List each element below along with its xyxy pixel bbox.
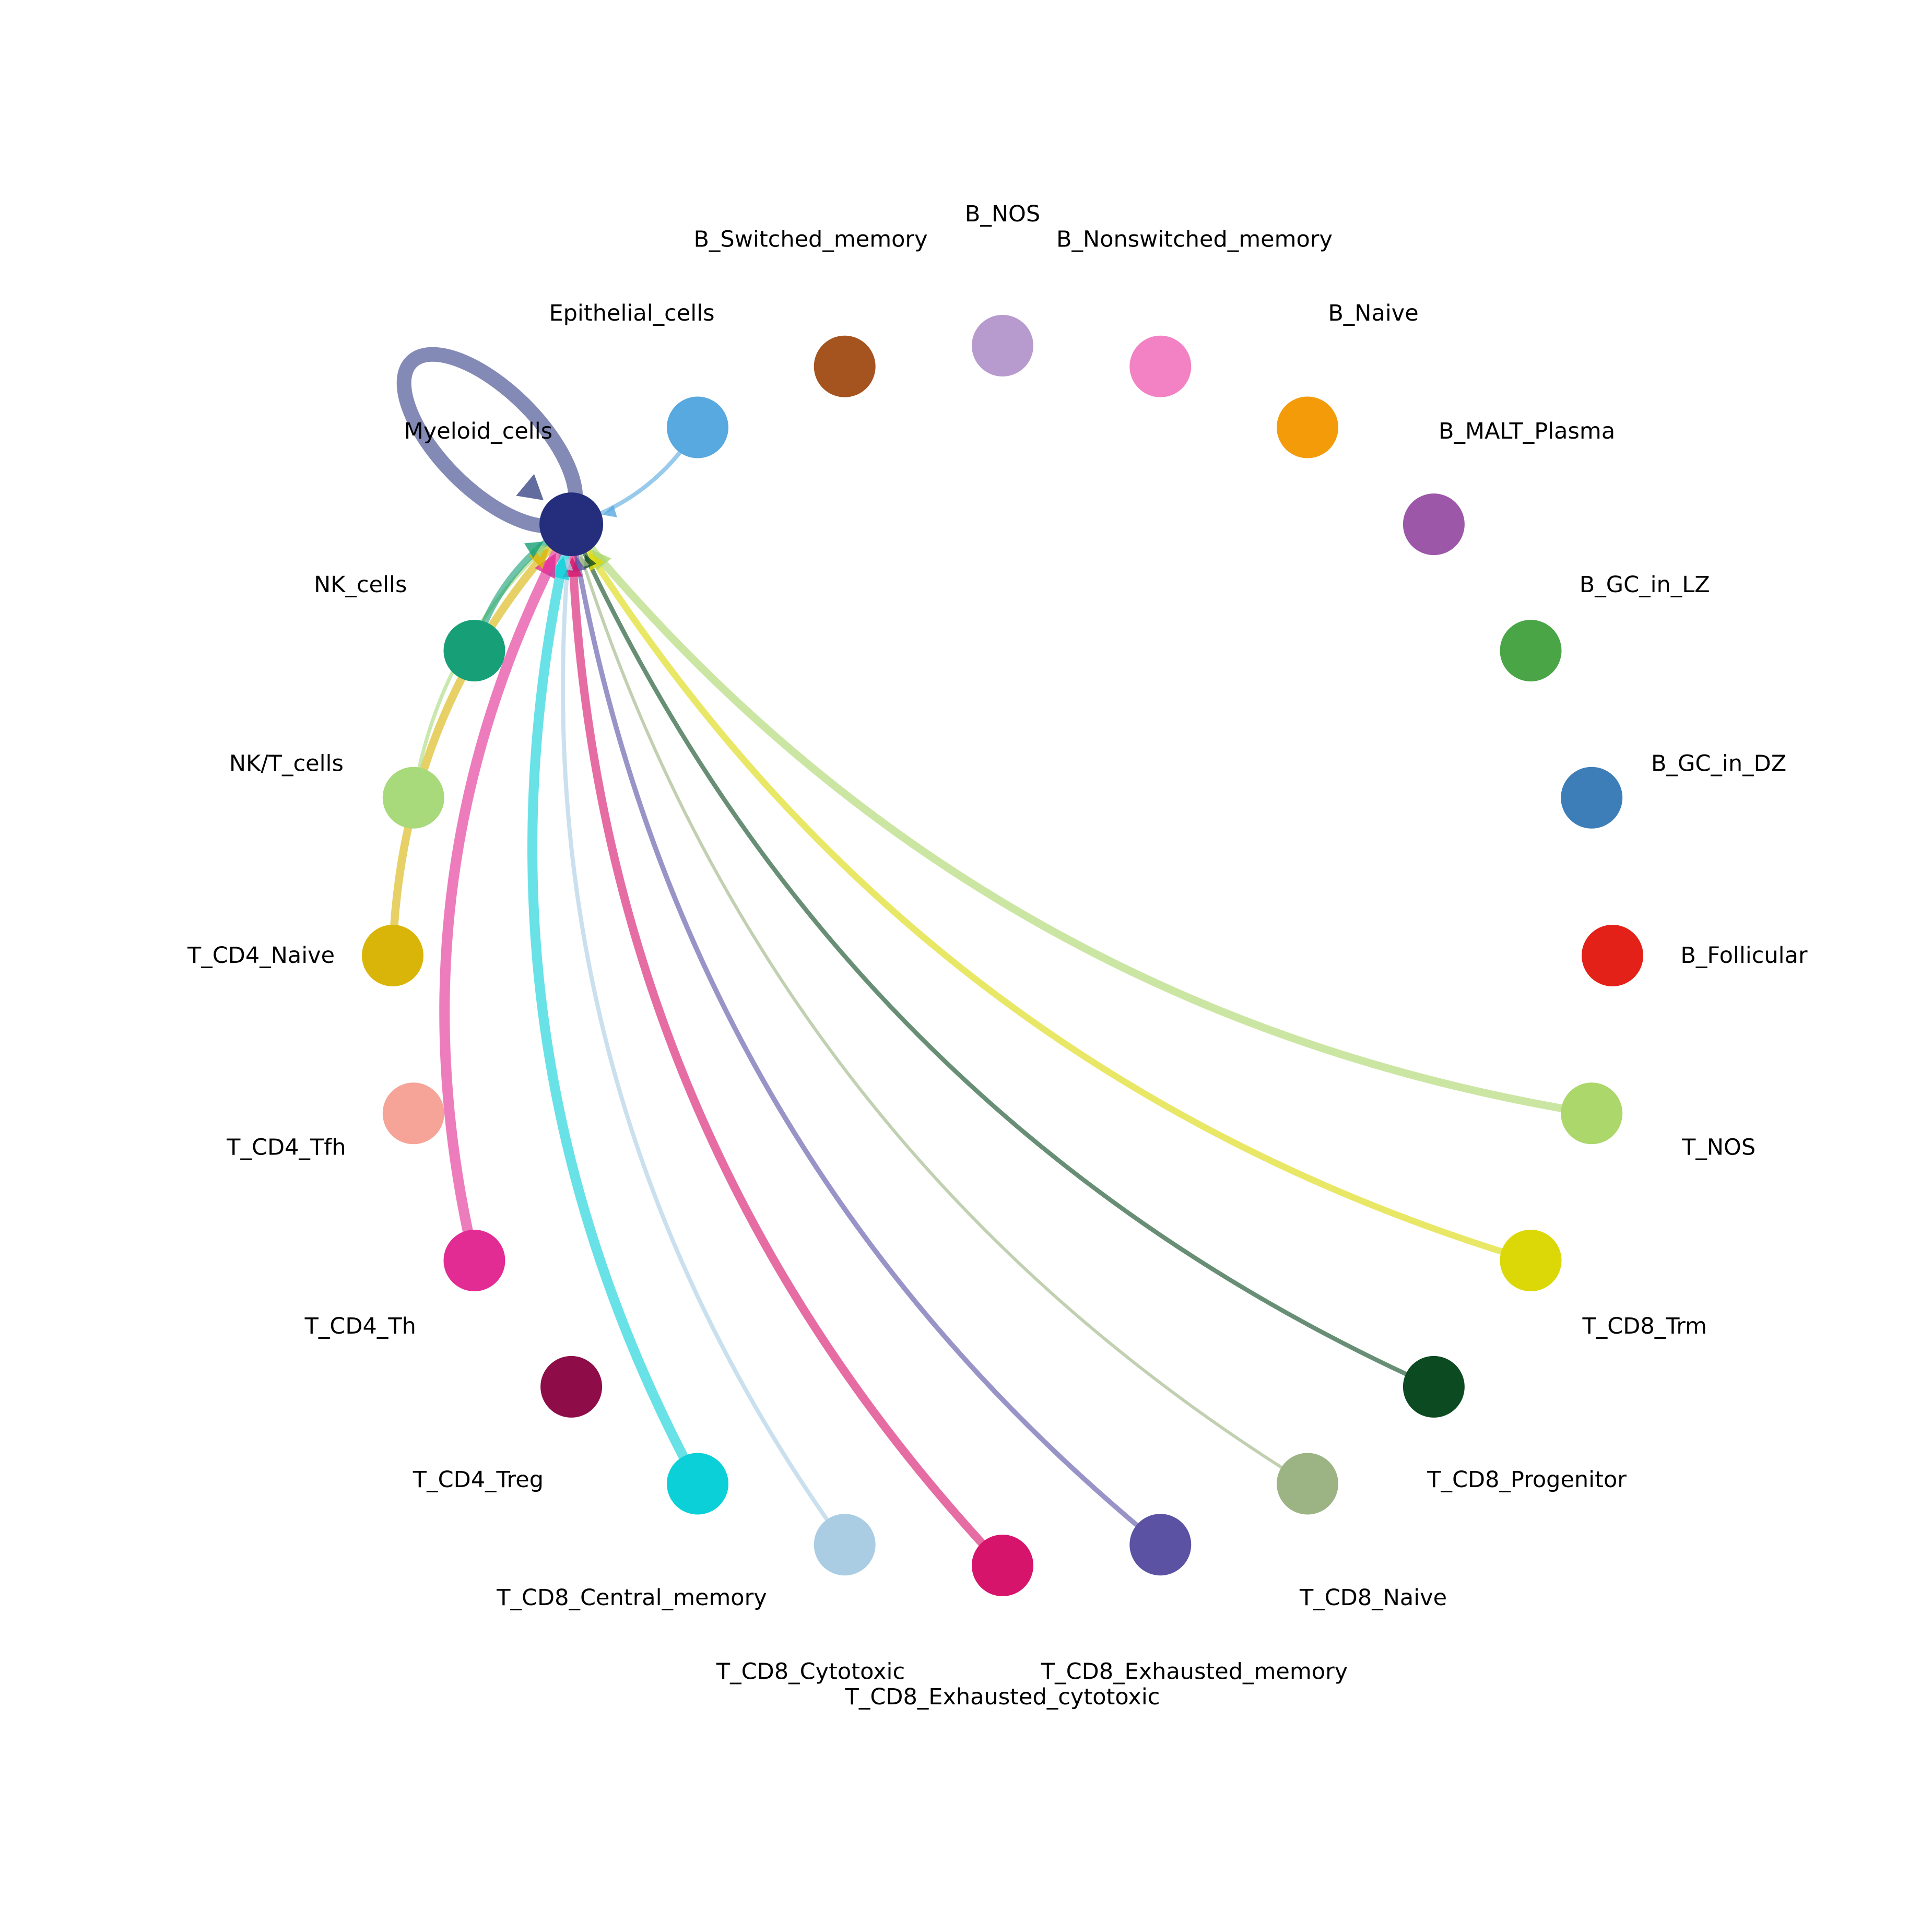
node-t-nos [1561,1082,1623,1145]
node-b-switched-memory [814,335,876,397]
label-t-cd4-treg: T_CD4_Treg [413,1467,544,1493]
node-b-naive [1277,396,1338,458]
edge-t-cd8-central-memory-to-myeloid [527,523,702,1487]
node-t-cd4-th [443,1230,505,1291]
label-t-cd4-naive: T_CD4_Naive [187,943,335,969]
label-t-cd8-progenitor: T_CD8_Progenitor [1427,1467,1627,1493]
label-b-switched-memory: B_Switched_memory [693,226,927,252]
node-t-cd8-cytotoxic [814,1514,876,1576]
arrowhead-t-cd8-trm [588,552,605,571]
label-b-gc-in-lz: B_GC_in_LZ [1580,572,1710,598]
node-t-cd8-central-memory [667,1453,728,1515]
node-t-cd4-naive [362,925,423,986]
label-t-cd8-exhausted-memory: T_CD8_Exhausted_memory [1041,1659,1348,1685]
node-nk-t-cells [382,767,444,829]
edge-t-cd4-naive-to-myeloid [388,521,574,956]
label-t-cd8-central-memory: T_CD8_Central_memory [496,1585,767,1611]
node-b-gc-in-dz [1561,767,1623,829]
label-myeloid-cells: Myeloid_cells [404,418,552,444]
node-myeloid-cells [539,492,604,557]
arrowhead-t-cd8-exhausted-cytotoxic [563,557,583,578]
edge-t-cd8-trm-to-myeloid [568,522,1532,1264]
node-b-nos [972,315,1033,376]
label-t-cd4-tfh: T_CD4_Tfh [226,1135,346,1161]
edge-t-cd4-th-to-myeloid [439,522,576,1262]
label-b-follicular: B_Follicular [1680,943,1808,969]
label-t-nos: T_NOS [1681,1135,1756,1161]
edge-t-cd8-exhausted-cytotoxic-to-myeloid [567,524,1006,1569]
label-t-cd8-cytotoxic: T_CD8_Cytotoxic [716,1659,905,1685]
label-b-nos: B_NOS [965,201,1040,227]
edge-t-cd8-cytotoxic-to-myeloid [560,524,846,1546]
node-t-cd8-exhausted-cytotoxic [972,1535,1033,1596]
label-t-cd8-naive: T_CD8_Naive [1299,1585,1447,1611]
label-epithelial-cells: Epithelial_cells [549,300,714,326]
node-t-cd8-naive [1277,1453,1338,1515]
edge-t-nos-to-myeloid [568,522,1593,1117]
label-nk-cells: NK_cells [314,572,407,598]
label-b-malt-plasma: B_MALT_Plasma [1439,418,1615,444]
label-t-cd8-exhausted-cytotoxic: T_CD8_Exhausted_cytotoxic [845,1684,1160,1710]
label-nk-t-cells: NK/T_cells [229,750,344,776]
edge-t-cd8-exhausted-memory-to-myeloid [569,524,1162,1547]
arrowhead-nk-cells [524,541,544,558]
arrowhead-t-cd4-th [534,553,556,579]
node-nk-cells [443,620,505,681]
labels-layer: B_NOS B_Nonswitched_memory B_Naive B_MALT_P… [187,201,1808,1710]
node-epithelial-cells [667,396,728,458]
node-b-gc-in-lz [1500,620,1562,681]
nodes-layer [362,315,1643,1596]
label-b-gc-in-dz: B_GC_in_DZ [1651,750,1786,776]
node-t-cd8-progenitor [1403,1356,1465,1418]
arrowheads-layer [524,505,617,581]
node-b-nonswitched-memory [1129,335,1192,397]
node-t-cd4-treg [540,1356,603,1418]
node-t-cd8-trm [1500,1230,1562,1291]
node-b-malt-plasma [1403,493,1465,556]
edge-t-cd8-progenitor-to-myeloid [569,523,1435,1389]
node-b-follicular [1582,925,1643,986]
label-b-nonswitched-memory: B_Nonswitched_memory [1056,226,1333,252]
node-t-cd4-tfh [382,1082,444,1145]
label-t-cd8-trm: T_CD8_Trm [1582,1313,1707,1339]
edge-t-cd8-naive-to-myeloid [570,524,1309,1486]
arrowhead-t-cd4-naive [528,548,549,569]
self-loop-arrowhead [516,474,544,500]
label-b-naive: B_Naive [1328,300,1418,326]
label-t-cd4-th: T_CD4_Th [304,1313,416,1339]
node-t-cd8-exhausted-memory [1129,1514,1192,1576]
arrowhead-epithelial-cells [603,505,617,517]
